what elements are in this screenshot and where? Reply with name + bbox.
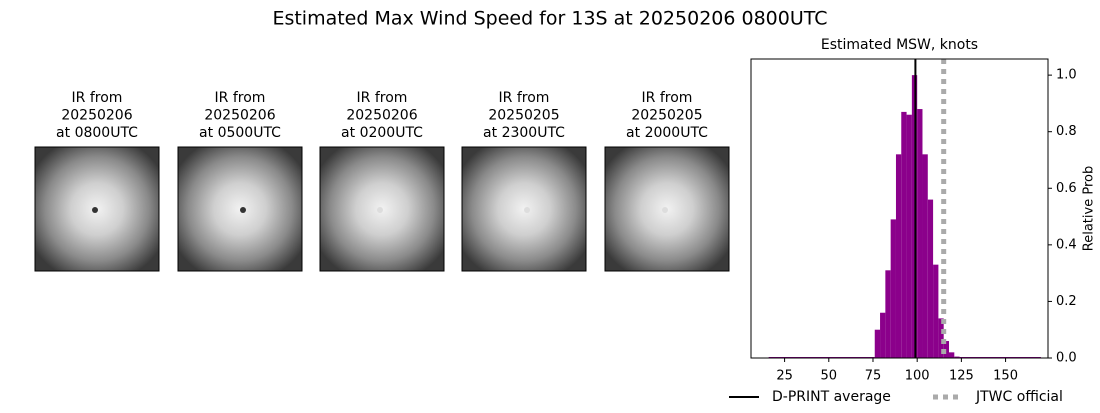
panel-title: 20250206 [204, 108, 275, 124]
storm-eye [377, 207, 383, 213]
ir-image [177, 146, 303, 272]
bar [874, 329, 881, 358]
axes-frame [750, 58, 1049, 359]
storm-eye [662, 207, 668, 213]
histogram: Estimated MSW, knots 25 50 75 100 125 150 0.0 0.… [729, 37, 1097, 405]
bar [880, 312, 886, 358]
panel-title: IR from [357, 90, 408, 106]
chart-title: Estimated MSW, knots [821, 37, 978, 53]
ir-image [461, 146, 587, 272]
x-tick-label: 75 [865, 369, 882, 384]
bar [943, 341, 949, 358]
x-tick-label: 100 [905, 369, 930, 384]
bar [917, 109, 923, 358]
y-tick-label: 0.2 [1056, 294, 1077, 309]
panel-title: IR from [72, 90, 123, 106]
panel-title: IR from [499, 90, 550, 106]
x-tick-label: 50 [821, 369, 838, 384]
storm-eye [92, 207, 98, 213]
y-tick-label: 0.0 [1056, 351, 1077, 366]
y-tick-label: 0.8 [1056, 124, 1077, 139]
bar [885, 270, 891, 358]
bar [949, 352, 955, 358]
y-tick-label: 0.4 [1056, 237, 1077, 252]
panel-title: 20250206 [61, 108, 132, 124]
panel-title: 20250205 [631, 108, 702, 124]
panel-title: 20250206 [346, 108, 417, 124]
bar [927, 199, 934, 358]
storm-eye [524, 207, 530, 213]
panel-title: at 0500UTC [199, 125, 281, 141]
panel-title: at 2000UTC [626, 125, 708, 141]
storm-eye [240, 207, 246, 213]
x-tick-label: 150 [993, 369, 1018, 384]
y-tick-label: 0.6 [1056, 181, 1077, 196]
legend-label: JTWC official [975, 389, 1063, 405]
bar [954, 356, 960, 358]
bar [922, 154, 928, 358]
bar [895, 154, 902, 358]
panel-title: at 0800UTC [56, 125, 138, 141]
bar [906, 114, 912, 358]
x-tick-label: 125 [949, 369, 974, 384]
panel-title: 20250205 [488, 108, 559, 124]
panel-title: IR from [642, 90, 693, 106]
panel-title: IR from [215, 90, 266, 106]
x-tick-label: 25 [776, 369, 793, 384]
y-tick-label: 1.0 [1056, 68, 1077, 83]
panel-title: at 0200UTC [341, 125, 423, 141]
legend-label: D-PRINT average [772, 389, 891, 405]
y-axis-label: Relative Prob [1082, 166, 1097, 251]
bar [901, 111, 907, 358]
bar [933, 264, 939, 358]
panel-title: at 2300UTC [483, 125, 565, 141]
bar [938, 318, 944, 358]
figure-title: Estimated Max Wind Speed for 13S at 2025… [272, 8, 827, 30]
bar [890, 219, 896, 358]
